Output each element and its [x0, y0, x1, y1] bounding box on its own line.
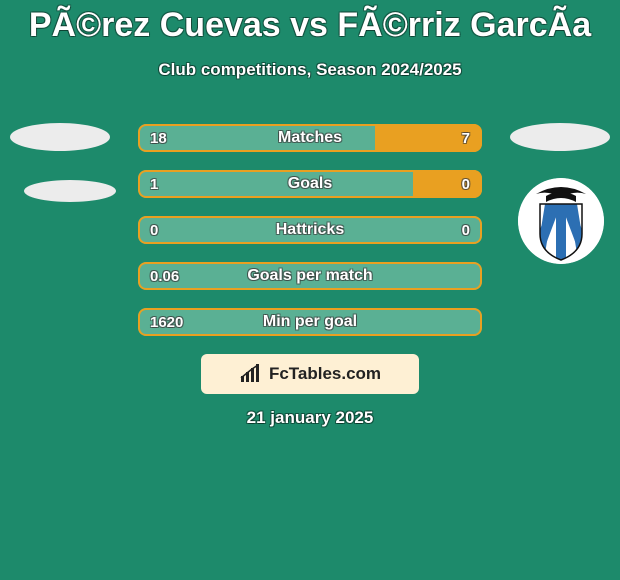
stat-bar-row: 10Goals	[138, 170, 482, 198]
stat-bar-row: 0.06Goals per match	[138, 262, 482, 290]
comparison-canvas: PÃ©rez Cuevas vs FÃ©rriz GarcÃ­a Club co…	[0, 0, 620, 580]
stat-bar-row: 187Matches	[138, 124, 482, 152]
club-crest-icon	[518, 178, 604, 264]
stat-bar-row: 00Hattricks	[138, 216, 482, 244]
fctables-logo: FcTables.com	[201, 354, 419, 394]
player1-crest-top	[10, 123, 110, 151]
player2-crest-bottom	[518, 178, 604, 264]
subtitle: Club competitions, Season 2024/2025	[0, 60, 620, 80]
page-title: PÃ©rez Cuevas vs FÃ©rriz GarcÃ­a	[0, 6, 620, 45]
stat-label: Goals	[138, 170, 482, 198]
stat-bar-row: 1620Min per goal	[138, 308, 482, 336]
player2-crest-top	[510, 123, 610, 151]
fctables-logo-text: FcTables.com	[269, 364, 381, 384]
stat-label: Matches	[138, 124, 482, 152]
date-text: 21 january 2025	[0, 408, 620, 428]
stat-label: Min per goal	[138, 308, 482, 336]
stat-label: Goals per match	[138, 262, 482, 290]
player1-crest-bottom	[24, 180, 116, 202]
bar-chart-icon	[239, 364, 263, 384]
stat-label: Hattricks	[138, 216, 482, 244]
stat-bars: 187Matches 10Goals 00Hattricks 0.06Goals pe…	[138, 124, 482, 354]
